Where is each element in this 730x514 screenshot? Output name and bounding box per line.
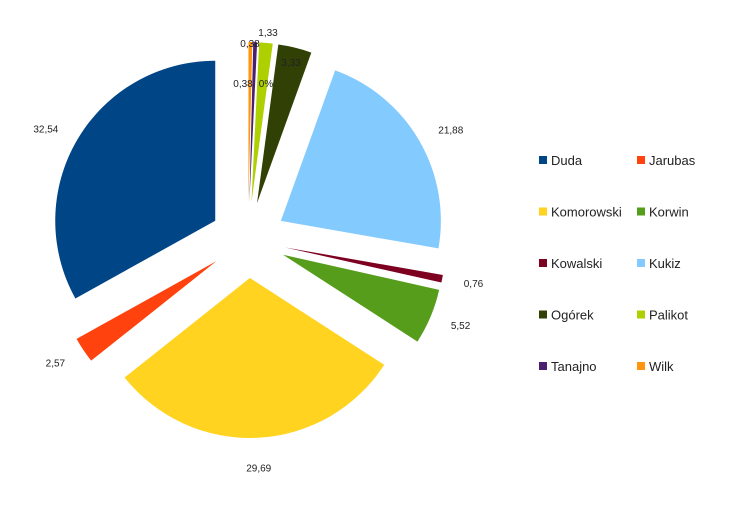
legend-label-kukiz: Kukiz (649, 256, 681, 271)
pie-slice-og-rek (257, 44, 312, 204)
legend-swatch-kowalski (539, 259, 547, 267)
pie-slice-korwin (283, 254, 440, 342)
legend-item-jarubas: Jarubas (637, 153, 696, 168)
legend-label-tanajno: Tanajno (551, 359, 597, 374)
legend-item-duda: Duda (539, 153, 583, 168)
legend-item-kukiz: Kukiz (637, 256, 681, 271)
legend-label-wilk: Wilk (649, 359, 674, 374)
pie-slice-komorowski (124, 277, 385, 438)
data-label-tanajno: 0,38 (233, 79, 253, 90)
data-label-palikot: 1,33 (258, 28, 278, 39)
legend-item-og-rek: Ogórek (539, 308, 594, 323)
data-label-wilk: 0,38 (240, 39, 260, 50)
data-label-jarubas-zero: 0% (259, 79, 274, 90)
pie-slices (55, 42, 443, 438)
pie-slice-tanajno (249, 42, 258, 203)
chart-legend: Duda Jarubas Komorowski Korwin Kowalski Kukiz… (539, 153, 696, 374)
pie-slice-wilk (248, 42, 253, 203)
legend-item-kowalski: Kowalski (539, 256, 602, 271)
legend-label-korwin: Korwin (649, 205, 689, 220)
pie-slice-palikot (251, 42, 273, 203)
legend-label-duda: Duda (551, 153, 583, 168)
pie-data-labels: 0,380,381,330%3,3321,880,765,5229,692,57… (33, 28, 483, 475)
legend-swatch-og-rek (539, 310, 547, 319)
data-label-kowalski: 0,76 (464, 279, 484, 290)
data-label-jarubas: 2,57 (46, 358, 66, 369)
pie-slice-kowalski (285, 247, 443, 283)
legend-swatch-komorowski (539, 207, 547, 216)
legend-swatch-palikot (637, 310, 645, 319)
legend-label-jarubas: Jarubas (649, 153, 696, 168)
legend-item-komorowski: Komorowski (539, 205, 622, 220)
legend-item-korwin: Korwin (637, 205, 689, 220)
data-label-kukiz: 21,88 (438, 126, 463, 137)
pie-slice-kukiz (280, 70, 441, 249)
legend-swatch-duda (539, 156, 547, 164)
legend-swatch-tanajno (539, 362, 547, 370)
data-label-og-rek: 3,33 (281, 58, 301, 69)
legend-item-wilk: Wilk (637, 359, 674, 374)
legend-label-kowalski: Kowalski (551, 256, 602, 271)
pie-slice-duda (55, 60, 216, 299)
legend-label-palikot: Palikot (649, 308, 688, 323)
legend-swatch-jarubas (637, 156, 645, 164)
legend-label-komorowski: Komorowski (551, 205, 622, 220)
data-label-korwin: 5,52 (451, 321, 471, 332)
legend-item-tanajno: Tanajno (539, 359, 597, 374)
legend-swatch-korwin (637, 207, 645, 216)
legend-item-palikot: Palikot (637, 308, 688, 323)
data-label-duda: 32,54 (33, 124, 58, 135)
pie-slice-jarubas (76, 261, 217, 361)
legend-label-og-rek: Ogórek (551, 308, 594, 323)
data-label-komorowski: 29,69 (246, 464, 271, 475)
legend-swatch-kukiz (637, 259, 645, 267)
legend-swatch-wilk (637, 362, 645, 370)
